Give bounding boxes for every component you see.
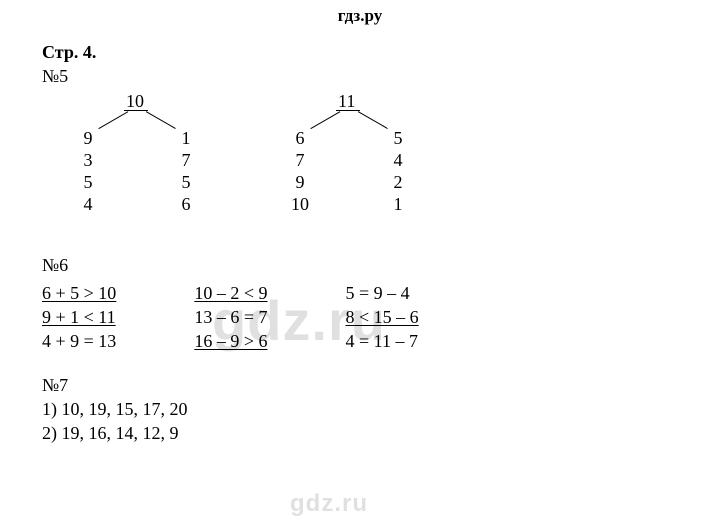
tree-cell: 5 bbox=[374, 127, 422, 149]
tree-cell: 9 bbox=[64, 127, 112, 149]
tree-cell: 4 bbox=[64, 193, 112, 215]
page-label: Стр. 4. bbox=[42, 42, 502, 64]
tree-right-column: 1756 bbox=[162, 127, 210, 215]
tree-cell: 1 bbox=[162, 127, 210, 149]
tree-cell: 5 bbox=[162, 171, 210, 193]
tree-right-column: 5421 bbox=[374, 127, 422, 215]
exercise-7-label: №7 bbox=[42, 373, 502, 397]
tree-cell: 3 bbox=[64, 149, 112, 171]
tree-cell: 5 bbox=[64, 171, 112, 193]
tree-cell: 7 bbox=[162, 149, 210, 171]
exercise-5-label: №5 bbox=[42, 66, 502, 88]
inequality-column: 6 + 5 > 109 + 1 < 114 + 9 = 13 bbox=[42, 281, 116, 353]
watermark-small: gdz.ru bbox=[290, 490, 368, 518]
page-content: Стр. 4. №5 109354175611679105421 gdz.ru … bbox=[42, 42, 502, 445]
inequality-column: 10 – 2 < 913 – 6 = 716 – 9 > 6 bbox=[194, 281, 267, 353]
tree-cell: 10 bbox=[276, 193, 324, 215]
exercise-7-line-2: 2) 19, 16, 14, 12, 9 bbox=[42, 421, 502, 445]
tree-cell: 2 bbox=[374, 171, 422, 193]
tree-cell: 6 bbox=[162, 193, 210, 215]
number-bond-tree: 1093541756 bbox=[64, 91, 210, 215]
tree-cell: 7 bbox=[276, 149, 324, 171]
tree-left-column: 9354 bbox=[64, 127, 112, 215]
tree-cell: 4 bbox=[374, 149, 422, 171]
inequality-row: 16 – 9 > 6 bbox=[194, 329, 267, 353]
inequality-row: 4 = 11 – 7 bbox=[345, 329, 418, 353]
inequality-row: 5 = 9 – 4 bbox=[345, 281, 418, 305]
inequality-column: 5 = 9 – 48 < 15 – 64 = 11 – 7 bbox=[345, 281, 418, 353]
site-header-logo: гдз.ру bbox=[0, 6, 720, 26]
inequality-row: 13 – 6 = 7 bbox=[194, 305, 267, 329]
inequality-row: 4 + 9 = 13 bbox=[42, 329, 116, 353]
number-bond-trees: 109354175611679105421 bbox=[42, 91, 502, 231]
exercise-6: №6 6 + 5 > 109 + 1 < 114 + 9 = 13 10 – 2 … bbox=[42, 255, 502, 353]
inequality-row: 8 < 15 – 6 bbox=[345, 305, 418, 329]
number-bond-tree: 11679105421 bbox=[276, 91, 422, 215]
exercise-7: №7 1) 10, 19, 15, 17, 20 2) 19, 16, 14, … bbox=[42, 373, 502, 445]
exercise-5: №5 109354175611679105421 bbox=[42, 66, 502, 232]
inequality-row: 9 + 1 < 11 bbox=[42, 305, 116, 329]
tree-left-column: 67910 bbox=[276, 127, 324, 215]
inequality-row: 6 + 5 > 10 bbox=[42, 281, 116, 305]
exercise-7-line-1: 1) 10, 19, 15, 17, 20 bbox=[42, 397, 502, 421]
tree-cell: 9 bbox=[276, 171, 324, 193]
tree-cell: 6 bbox=[276, 127, 324, 149]
exercise-6-label: №6 bbox=[42, 255, 502, 277]
inequalities-grid: 6 + 5 > 109 + 1 < 114 + 9 = 13 10 – 2 < 9… bbox=[42, 281, 502, 353]
tree-cell: 1 bbox=[374, 193, 422, 215]
inequality-row: 10 – 2 < 9 bbox=[194, 281, 267, 305]
